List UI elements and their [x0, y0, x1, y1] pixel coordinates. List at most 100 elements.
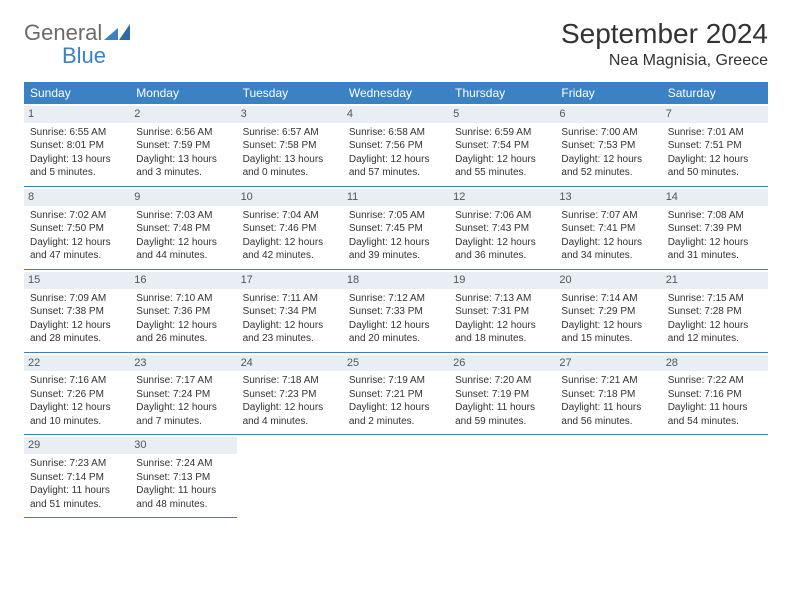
sunrise-text: Sunrise: 7:16 AM — [30, 374, 124, 388]
calendar-cell: 28Sunrise: 7:22 AMSunset: 7:16 PMDayligh… — [662, 352, 768, 435]
sunset-text: Sunset: 7:24 PM — [136, 388, 230, 402]
sunset-text: Sunset: 7:41 PM — [561, 222, 655, 236]
sunset-text: Sunset: 7:14 PM — [30, 471, 124, 485]
daylight-text: Daylight: 11 hours and 56 minutes. — [561, 401, 655, 428]
day-number: 13 — [555, 189, 661, 206]
day-number: 8 — [24, 189, 130, 206]
day-number: 18 — [343, 272, 449, 289]
sunset-text: Sunset: 7:58 PM — [243, 139, 337, 153]
day-number: 9 — [130, 189, 236, 206]
day-number: 1 — [24, 106, 130, 123]
calendar-cell: 22Sunrise: 7:16 AMSunset: 7:26 PMDayligh… — [24, 352, 130, 435]
sunset-text: Sunset: 7:56 PM — [349, 139, 443, 153]
day-number: 6 — [555, 106, 661, 123]
sunset-text: Sunset: 7:19 PM — [455, 388, 549, 402]
day-number: 26 — [449, 355, 555, 372]
logo-blue: Blue — [62, 43, 106, 68]
calendar-cell: 2Sunrise: 6:56 AMSunset: 7:59 PMDaylight… — [130, 104, 236, 186]
dayhead-wed: Wednesday — [343, 82, 449, 104]
daylight-text: Daylight: 11 hours and 54 minutes. — [668, 401, 762, 428]
calendar-cell: 11Sunrise: 7:05 AMSunset: 7:45 PMDayligh… — [343, 186, 449, 269]
sunset-text: Sunset: 7:54 PM — [455, 139, 549, 153]
daylight-text: Daylight: 11 hours and 51 minutes. — [30, 484, 124, 511]
daylight-text: Daylight: 12 hours and 26 minutes. — [136, 319, 230, 346]
sunset-text: Sunset: 7:13 PM — [136, 471, 230, 485]
sunrise-text: Sunrise: 7:08 AM — [668, 209, 762, 223]
sunset-text: Sunset: 7:36 PM — [136, 305, 230, 319]
day-number: 30 — [130, 437, 236, 454]
dayhead-fri: Friday — [555, 82, 661, 104]
calendar-cell: 17Sunrise: 7:11 AMSunset: 7:34 PMDayligh… — [237, 269, 343, 352]
calendar-cell: 29Sunrise: 7:23 AMSunset: 7:14 PMDayligh… — [24, 435, 130, 518]
calendar-row: 29Sunrise: 7:23 AMSunset: 7:14 PMDayligh… — [24, 435, 768, 518]
calendar-cell: 13Sunrise: 7:07 AMSunset: 7:41 PMDayligh… — [555, 186, 661, 269]
daylight-text: Daylight: 11 hours and 59 minutes. — [455, 401, 549, 428]
day-number: 24 — [237, 355, 343, 372]
calendar-cell: 26 Sunrise: 7:20 AMSunset: 7:19 PMDayligh… — [449, 352, 555, 435]
calendar-row: 22Sunrise: 7:16 AMSunset: 7:26 PMDayligh… — [24, 352, 768, 435]
page-title: September 2024 — [561, 18, 768, 50]
day-number: 25 — [343, 355, 449, 372]
calendar-cell: 27Sunrise: 7:21 AMSunset: 7:18 PMDayligh… — [555, 352, 661, 435]
sunrise-text: Sunrise: 7:22 AM — [668, 374, 762, 388]
day-number: 27 — [555, 355, 661, 372]
sunset-text: Sunset: 7:21 PM — [349, 388, 443, 402]
sunrise-text: Sunrise: 7:23 AM — [30, 457, 124, 471]
sunset-text: Sunset: 7:18 PM — [561, 388, 655, 402]
daylight-text: Daylight: 12 hours and 52 minutes. — [561, 153, 655, 180]
sunrise-text: Sunrise: 7:14 AM — [561, 292, 655, 306]
calendar-cell: 6Sunrise: 7:00 AMSunset: 7:53 PMDaylight… — [555, 104, 661, 186]
sunset-text: Sunset: 7:26 PM — [30, 388, 124, 402]
sunset-text: Sunset: 7:50 PM — [30, 222, 124, 236]
calendar-cell: 10Sunrise: 7:04 AMSunset: 7:46 PMDayligh… — [237, 186, 343, 269]
sunset-text: Sunset: 7:34 PM — [243, 305, 337, 319]
sunrise-text: Sunrise: 7:13 AM — [455, 292, 549, 306]
calendar-cell: . — [237, 435, 343, 518]
sunset-text: Sunset: 7:31 PM — [455, 305, 549, 319]
daylight-text: Daylight: 12 hours and 47 minutes. — [30, 236, 124, 263]
daylight-text: Daylight: 12 hours and 23 minutes. — [243, 319, 337, 346]
calendar-row: 8Sunrise: 7:02 AMSunset: 7:50 PMDaylight… — [24, 186, 768, 269]
sunset-text: Sunset: 7:29 PM — [561, 305, 655, 319]
sunset-text: Sunset: 7:23 PM — [243, 388, 337, 402]
day-number: 23 — [130, 355, 236, 372]
sunset-text: Sunset: 7:46 PM — [243, 222, 337, 236]
calendar-cell: 18Sunrise: 7:12 AMSunset: 7:33 PMDayligh… — [343, 269, 449, 352]
daylight-text: Daylight: 12 hours and 55 minutes. — [455, 153, 549, 180]
logo-general: General — [24, 20, 102, 45]
sunrise-text: Sunrise: 6:58 AM — [349, 126, 443, 140]
location-label: Nea Magnisia, Greece — [561, 52, 768, 70]
sunrise-text: Sunrise: 7:24 AM — [136, 457, 230, 471]
calendar-cell: . — [449, 435, 555, 518]
sunrise-text: Sunrise: 7:15 AM — [668, 292, 762, 306]
sunrise-text: Sunrise: 7:17 AM — [136, 374, 230, 388]
sunset-text: Sunset: 7:43 PM — [455, 222, 549, 236]
day-number: 3 — [237, 106, 343, 123]
sunrise-text: Sunrise: 7:19 AM — [349, 374, 443, 388]
sunrise-text: Sunrise: 7:02 AM — [30, 209, 124, 223]
dayhead-sun: Sunday — [24, 82, 130, 104]
day-number: 10 — [237, 189, 343, 206]
calendar-cell: 3Sunrise: 6:57 AMSunset: 7:58 PMDaylight… — [237, 104, 343, 186]
day-number: 28 — [662, 355, 768, 372]
daylight-text: Daylight: 12 hours and 7 minutes. — [136, 401, 230, 428]
daylight-text: Daylight: 11 hours and 48 minutes. — [136, 484, 230, 511]
day-number: 4 — [343, 106, 449, 123]
logo: General Blue — [24, 22, 130, 68]
calendar-cell: 7Sunrise: 7:01 AMSunset: 7:51 PMDaylight… — [662, 104, 768, 186]
calendar-cell: 25Sunrise: 7:19 AMSunset: 7:21 PMDayligh… — [343, 352, 449, 435]
title-block: September 2024 Nea Magnisia, Greece — [561, 18, 768, 70]
daylight-text: Daylight: 13 hours and 3 minutes. — [136, 153, 230, 180]
daylight-text: Daylight: 12 hours and 28 minutes. — [30, 319, 124, 346]
sunrise-text: Sunrise: 6:57 AM — [243, 126, 337, 140]
daylight-text: Daylight: 12 hours and 39 minutes. — [349, 236, 443, 263]
day-number: 11 — [343, 189, 449, 206]
sunset-text: Sunset: 7:51 PM — [668, 139, 762, 153]
calendar-cell: 4Sunrise: 6:58 AMSunset: 7:56 PMDaylight… — [343, 104, 449, 186]
dayhead-thu: Thursday — [449, 82, 555, 104]
day-number: 17 — [237, 272, 343, 289]
day-number: 16 — [130, 272, 236, 289]
calendar-cell: . — [555, 435, 661, 518]
sunrise-text: Sunrise: 7:20 AM — [455, 374, 549, 388]
daylight-text: Daylight: 12 hours and 44 minutes. — [136, 236, 230, 263]
